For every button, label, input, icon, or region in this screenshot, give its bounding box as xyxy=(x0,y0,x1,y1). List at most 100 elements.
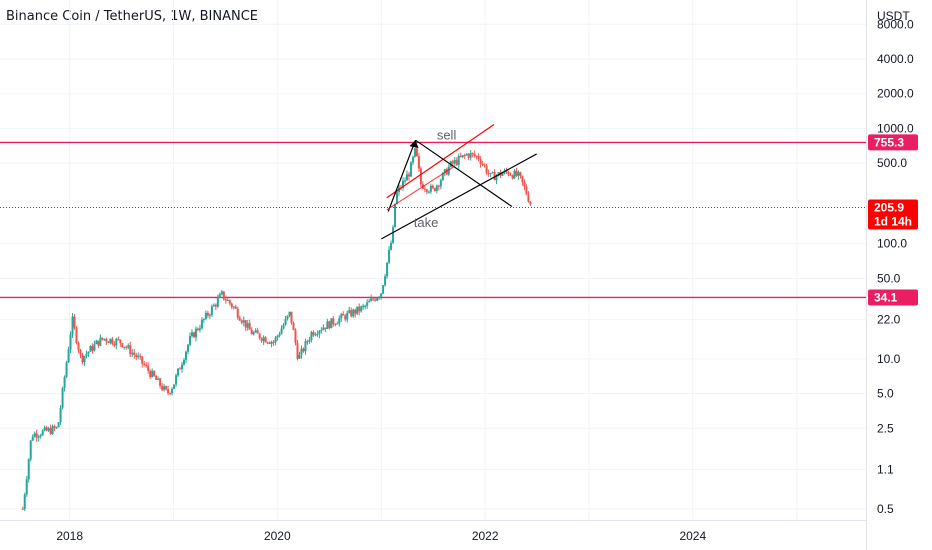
candle-body xyxy=(83,355,86,363)
candle-body xyxy=(103,338,106,340)
current-price-tag-countdown: 1d 14h xyxy=(874,214,912,228)
candle-body xyxy=(419,168,422,185)
candle-body xyxy=(453,160,456,164)
candle-body xyxy=(485,165,488,174)
candle-body xyxy=(208,314,211,316)
candle-body xyxy=(407,174,410,177)
candle-body xyxy=(437,185,440,187)
candle-body xyxy=(165,386,168,390)
candle-body xyxy=(352,309,355,317)
candle-body xyxy=(147,365,150,371)
y-tick-label: 4000.0 xyxy=(877,52,914,66)
y-tick-label: 1.1 xyxy=(877,462,894,476)
candle-body xyxy=(394,203,397,228)
candle-body xyxy=(232,306,235,308)
candle-body xyxy=(91,346,94,351)
candle-body xyxy=(111,338,114,344)
candle-body xyxy=(79,350,82,355)
candle-body xyxy=(447,166,450,175)
candle-body xyxy=(509,174,512,176)
candle-body xyxy=(455,160,458,165)
candle-body xyxy=(513,170,516,179)
candle-body xyxy=(252,332,255,335)
candle-body xyxy=(254,330,257,333)
candle-body xyxy=(145,364,148,366)
candle-body xyxy=(202,318,205,320)
candle-body xyxy=(248,323,251,330)
candle-body xyxy=(288,311,291,316)
candle-body xyxy=(115,338,118,346)
candle-body xyxy=(364,305,367,307)
candle-body xyxy=(356,306,359,314)
y-tick-label: 0.5 xyxy=(877,502,894,516)
candle-body xyxy=(121,343,124,348)
candle-body xyxy=(475,156,478,158)
time-axis[interactable]: 2018 2020 2022 2024 xyxy=(0,520,866,544)
candle-body xyxy=(63,377,66,389)
candle-body xyxy=(433,188,436,192)
candle-body xyxy=(99,337,102,346)
candle-body xyxy=(523,182,526,187)
candle-body xyxy=(183,360,186,365)
candle-body xyxy=(218,294,221,299)
price-axis[interactable]: 8000.0 4000.0 2000.0 1000.0 500.0 100.0 50.0 22… xyxy=(866,0,915,550)
candle-body xyxy=(320,329,323,331)
y-tick-label: 1000.0 xyxy=(877,121,914,135)
candle-body xyxy=(47,428,50,431)
candle-body xyxy=(312,332,315,336)
candle-body xyxy=(322,327,325,330)
candle-body xyxy=(392,227,395,243)
candle-body xyxy=(85,353,88,356)
candle-body xyxy=(177,368,180,376)
x-tick-label: 2020 xyxy=(264,529,291,543)
candle-body xyxy=(284,318,287,325)
candle-body xyxy=(298,354,301,359)
candle-body xyxy=(296,343,299,359)
candle-body xyxy=(272,341,275,343)
candle-body xyxy=(188,335,191,345)
candle-body xyxy=(220,291,223,295)
candle-body xyxy=(109,338,112,343)
candle-body xyxy=(443,169,446,173)
candle-body xyxy=(258,333,261,339)
candle-body xyxy=(521,175,524,183)
candle-body xyxy=(525,186,528,195)
candle-body xyxy=(77,342,80,351)
candle-body xyxy=(276,335,279,338)
candle-body xyxy=(306,341,309,343)
candle-body xyxy=(384,276,387,286)
candle-body xyxy=(354,309,357,314)
candle-body xyxy=(481,163,484,165)
candle-body xyxy=(39,435,42,437)
candle-body xyxy=(451,161,454,164)
candle-body xyxy=(386,262,389,277)
candle-body xyxy=(97,340,100,346)
candle-body xyxy=(238,317,241,321)
candle-body xyxy=(501,173,504,176)
candle-body xyxy=(135,354,138,358)
candle-body xyxy=(362,305,365,307)
candle-body xyxy=(25,479,28,495)
candle-body xyxy=(234,306,237,309)
candle-body xyxy=(477,156,480,160)
candle-body xyxy=(163,386,166,390)
candle-body xyxy=(33,433,36,437)
candle-body xyxy=(196,328,199,330)
x-tick-label: 2024 xyxy=(679,529,706,543)
candle-body xyxy=(262,337,265,341)
candle-body xyxy=(396,192,399,204)
candle-body xyxy=(125,346,128,348)
candle-body xyxy=(497,172,500,176)
candle-body xyxy=(21,508,24,510)
candle-body xyxy=(133,352,136,355)
candle-body xyxy=(81,354,84,363)
candle-body xyxy=(358,306,361,312)
candle-body xyxy=(493,172,496,181)
candle-body xyxy=(216,298,219,307)
candle-body xyxy=(246,323,249,328)
candle-body xyxy=(89,346,92,352)
candle-body xyxy=(123,346,126,348)
candle-body xyxy=(479,159,482,164)
candle-body xyxy=(93,344,96,351)
